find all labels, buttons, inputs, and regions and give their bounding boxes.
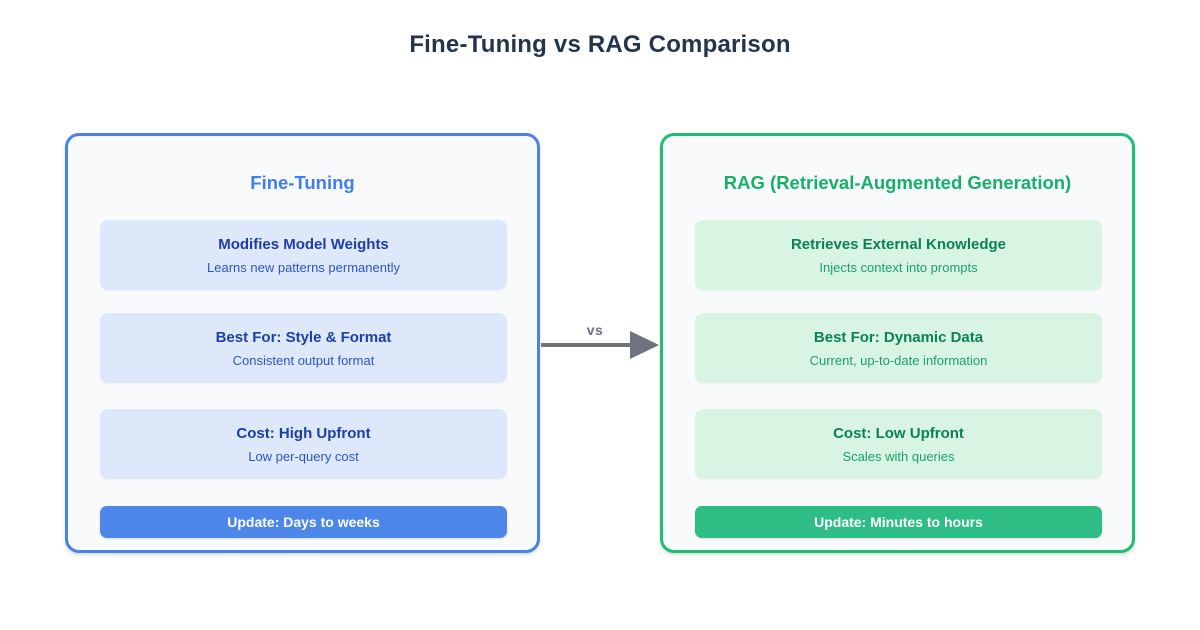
vs-connector: vs [540,318,660,368]
card-cost-high-upfront: Cost: High Upfront Low per-query cost [100,409,507,479]
panel-fine-tuning-title: Fine-Tuning [250,172,355,193]
card-heading: Best For: Dynamic Data [813,328,984,346]
vs-label: vs [586,322,604,338]
card-modifies-model-weights: Modifies Model Weights Learns new patter… [100,220,507,290]
card-detail: Current, up-to-date information [809,352,988,368]
card-detail: Low per-query cost [248,448,359,464]
card-heading: Retrieves External Knowledge [790,235,1007,253]
panel-fine-tuning: Fine-Tuning Modifies Model Weights Learn… [65,133,540,553]
card-heading: Modifies Model Weights [218,235,389,253]
card-best-for-style-format: Best For: Style & Format Consistent outp… [100,313,507,383]
update-bar-rag: Update: Minutes to hours [695,506,1102,538]
card-detail: Injects context into prompts [819,259,978,275]
arrow-head-icon [630,331,659,359]
arrow-line [541,343,635,347]
panel-rag: RAG (Retrieval-Augmented Generation) Ret… [660,133,1135,553]
card-detail: Consistent output format [232,352,375,368]
card-heading: Cost: High Upfront [236,424,371,442]
card-best-for-dynamic-data: Best For: Dynamic Data Current, up-to-da… [695,313,1102,383]
card-detail: Scales with queries [842,448,955,464]
update-bar-fine-tuning: Update: Days to weeks [100,506,507,538]
card-cost-low-upfront: Cost: Low Upfront Scales with queries [695,409,1102,479]
card-detail: Learns new patterns permanently [207,259,400,275]
card-retrieves-external-knowledge: Retrieves External Knowledge Injects con… [695,220,1102,290]
diagram-title: Fine-Tuning vs RAG Comparison [409,31,791,58]
card-heading: Best For: Style & Format [215,328,392,346]
card-heading: Cost: Low Upfront [833,424,964,442]
panel-rag-title: RAG (Retrieval-Augmented Generation) [723,172,1072,193]
